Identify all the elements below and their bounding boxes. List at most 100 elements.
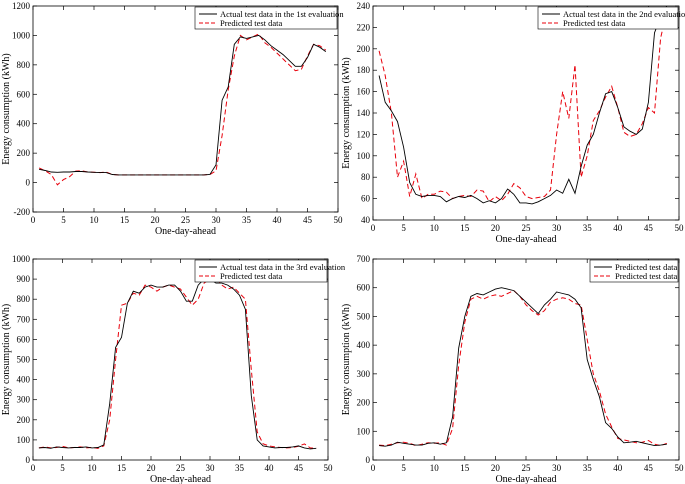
- x-tick-label: 45: [644, 223, 654, 233]
- x-axis-label: One-day-ahead: [155, 226, 216, 237]
- y-tick-label: 700: [357, 254, 371, 264]
- plot-area-frame: [32, 5, 339, 213]
- x-tick-label: 20: [491, 223, 501, 233]
- x-axis-label: One-day-ahead: [495, 234, 556, 245]
- legend-box: [194, 6, 338, 30]
- y-tick-label: 180: [357, 65, 371, 75]
- x-tick-label: 30: [552, 463, 562, 473]
- x-tick-label: 50: [334, 215, 344, 225]
- y-tick-label: 0: [26, 178, 31, 188]
- y-tick-label: 1000: [12, 30, 31, 40]
- y-tick-label: 240: [357, 1, 371, 11]
- legend: Actual test data in the 2nd evaluationPr…: [537, 6, 685, 30]
- y-tick-label: 220: [357, 22, 371, 32]
- y-tick-label: 1000: [12, 254, 31, 264]
- legend-label: Predicted test data: [220, 271, 283, 281]
- y-tick-label: 600: [17, 89, 31, 99]
- predicted-series-line: [38, 276, 317, 449]
- y-axis-label: Energy consumption (kWh): [341, 304, 352, 415]
- y-tick-label: 140: [357, 108, 371, 118]
- x-tick-label: 35: [583, 223, 593, 233]
- predicted-series-line: [38, 33, 327, 186]
- legend-box: [537, 6, 679, 30]
- chart-3: 0 5 10 15 20 25 30 35 40 45 5001002003004005006007…: [1, 254, 346, 484]
- y-tick-label: 100: [17, 435, 31, 445]
- y-tick-label: 200: [357, 44, 371, 54]
- x-tick-label: 40: [613, 463, 623, 473]
- legend-label: Predicted test data: [563, 18, 626, 28]
- y-tick-label: 500: [17, 355, 31, 365]
- x-tick-label: 25: [522, 223, 532, 233]
- plot-area-frame: [372, 258, 680, 461]
- legend-box: [589, 259, 679, 283]
- y-tick-label: 160: [357, 87, 371, 97]
- x-tick-label: 45: [294, 463, 304, 473]
- x-tick-label: 10: [88, 463, 98, 473]
- x-tick-label: 45: [303, 215, 313, 225]
- x-tick-label: 15: [460, 223, 470, 233]
- x-tick-label: 40: [273, 215, 283, 225]
- x-tick-label: 5: [401, 223, 406, 233]
- x-tick-label: 50: [675, 463, 685, 473]
- y-tick-label: 100: [357, 426, 371, 436]
- y-axis-label: Energy consumption (kWh): [1, 53, 12, 164]
- y-tick-label: 800: [17, 60, 31, 70]
- y-tick-label: 400: [357, 340, 371, 350]
- x-tick-label: 25: [522, 463, 532, 473]
- chart-1: 0 5 10 15 20 25 30 35 40 45 50-2000200400600800100…: [1, 1, 344, 237]
- y-tick-label: 400: [17, 375, 31, 385]
- legend-box: [194, 259, 328, 283]
- y-tick-label: 120: [357, 129, 371, 139]
- x-tick-label: 35: [242, 215, 252, 225]
- x-tick-label: 0: [31, 215, 36, 225]
- x-tick-label: 5: [401, 463, 406, 473]
- x-tick-label: 10: [430, 463, 440, 473]
- y-tick-label: 600: [357, 283, 371, 293]
- x-tick-label: 25: [176, 463, 186, 473]
- x-tick-label: 40: [265, 463, 275, 473]
- y-tick-label: 200: [17, 148, 31, 158]
- legend-label: Predicted test data: [615, 271, 678, 281]
- actual-series-line: [38, 278, 317, 450]
- x-tick-label: 30: [206, 463, 216, 473]
- predicted-series-line: [379, 290, 667, 447]
- x-tick-label: 35: [583, 463, 593, 473]
- x-tick-label: 0: [371, 223, 376, 233]
- legend-label: Actual test data in the 3rd evaluation: [220, 262, 346, 272]
- y-tick-label: 600: [17, 334, 31, 344]
- x-tick-label: 45: [644, 463, 654, 473]
- x-tick-label: 20: [147, 463, 157, 473]
- chart-2: 0 5 10 15 20 25 30 35 40 45 50 40 60 80 100 120 140 160 18…: [341, 1, 685, 245]
- x-tick-label: 25: [181, 215, 191, 225]
- y-tick-label: 900: [17, 274, 31, 284]
- x-tick-label: 5: [61, 215, 66, 225]
- x-tick-label: 0: [31, 463, 36, 473]
- x-tick-label: 5: [60, 463, 65, 473]
- x-tick-label: 50: [675, 223, 685, 233]
- x-tick-label: 50: [324, 463, 334, 473]
- x-tick-label: 20: [151, 215, 161, 225]
- y-tick-label: 800: [17, 294, 31, 304]
- legend-label: Predicted test data: [615, 262, 678, 272]
- x-tick-label: 0: [371, 463, 376, 473]
- x-tick-label: 35: [235, 463, 245, 473]
- legend-label: Predicted test data: [220, 18, 283, 28]
- legend-label: Actual test data in the 2nd evaluation: [563, 9, 685, 19]
- x-tick-label: 10: [430, 223, 440, 233]
- y-tick-label: 100: [357, 151, 371, 161]
- y-tick-label: 0: [366, 455, 371, 465]
- y-tick-label: 700: [17, 314, 31, 324]
- chart-4: 0 5 10 15 20 25 30 35 40 45 5001002003004005006007…: [341, 254, 684, 484]
- y-tick-label: 200: [357, 398, 371, 408]
- y-tick-label: 40: [361, 215, 371, 225]
- x-tick-label: 30: [552, 223, 562, 233]
- x-tick-label: 40: [613, 223, 623, 233]
- x-tick-label: 15: [117, 463, 127, 473]
- y-tick-label: 1200: [12, 1, 31, 11]
- actual-series-line: [39, 34, 327, 176]
- actual-series-line: [379, 287, 667, 447]
- actual-series-line: [378, 6, 668, 205]
- x-tick-label: 15: [460, 463, 470, 473]
